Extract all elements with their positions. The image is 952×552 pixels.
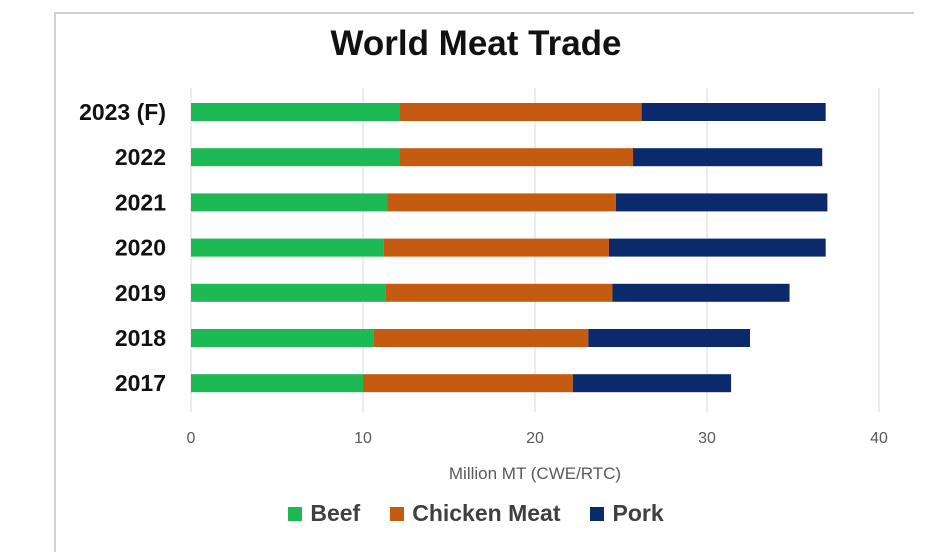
- bar-chart: 0 10 20 30 40 2023 (F) 2022 2021 2020 2019 2018 201…: [79, 88, 888, 483]
- bar-chicken-meat: [373, 329, 589, 347]
- x-tick-label: 40: [870, 430, 888, 447]
- bar-beef: [191, 238, 384, 257]
- bar-beef: [191, 329, 374, 347]
- y-category-label: 2023 (F): [79, 99, 166, 125]
- bar-pork: [572, 374, 732, 393]
- legend-item-beef: Beef: [288, 500, 360, 527]
- bar-chicken-meat: [399, 148, 634, 167]
- bar-pork: [608, 238, 826, 257]
- legend: Beef Chicken Meat Pork: [0, 500, 952, 527]
- bar-chicken-meat: [363, 374, 573, 393]
- y-category-label: 2021: [115, 189, 166, 215]
- chart-title: World Meat Trade: [330, 24, 622, 63]
- y-category-label: 2018: [115, 325, 166, 351]
- legend-label-beef: Beef: [310, 500, 361, 526]
- legend-label-pork: Pork: [612, 500, 664, 526]
- bar-beef: [191, 193, 388, 212]
- legend-swatch-chicken-meat: [390, 506, 405, 521]
- bar-beef: [191, 374, 363, 393]
- legend-swatch-beef: [288, 506, 303, 521]
- y-category-label: 2017: [115, 370, 166, 396]
- legend-label-chicken-meat: Chicken Meat: [412, 500, 561, 526]
- x-tick-label: 30: [698, 430, 716, 447]
- legend-item-pork: Pork: [590, 500, 664, 527]
- x-tick-label: 10: [354, 430, 372, 447]
- bar-pork: [633, 148, 823, 167]
- chart-frame: [54, 12, 914, 552]
- y-category-label: 2022: [115, 144, 166, 170]
- bar-beef: [191, 148, 400, 167]
- y-category-label: 2020: [115, 235, 166, 261]
- bar-pork: [612, 283, 790, 302]
- x-axis-title: Million MT (CWE/RTC): [449, 464, 621, 483]
- legend-swatch-pork: [590, 506, 605, 521]
- x-tick-label: 0: [187, 430, 196, 447]
- bar-chicken-meat: [387, 193, 616, 212]
- bar-pork: [615, 193, 828, 212]
- bar-pork: [588, 329, 750, 347]
- bar-beef: [191, 103, 400, 121]
- bar-chicken-meat: [383, 238, 609, 257]
- bar-chicken-meat: [385, 283, 613, 302]
- bar-pork: [641, 103, 826, 121]
- y-category-label: 2019: [115, 280, 166, 306]
- legend-item-chicken-meat: Chicken Meat: [390, 500, 560, 527]
- bar-chicken-meat: [399, 103, 642, 121]
- bar-beef: [191, 283, 386, 302]
- x-tick-label: 20: [526, 430, 544, 447]
